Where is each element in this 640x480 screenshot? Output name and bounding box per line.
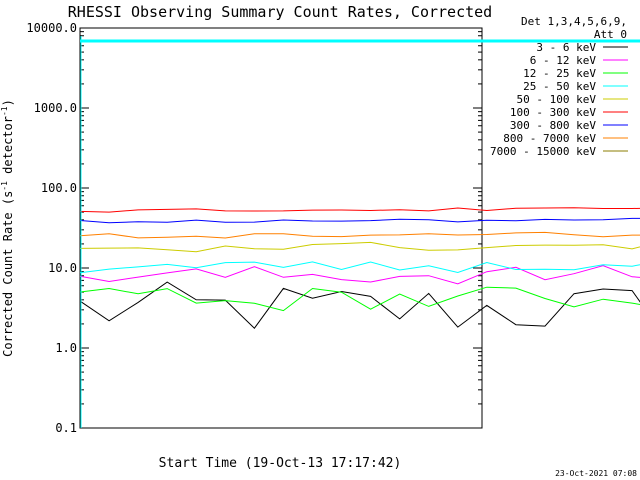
y-axis-label-sup2: -1 (0, 106, 9, 116)
legend-label: 300 - 800 keV (510, 119, 596, 132)
legend-header-line-2: Att 0 (594, 28, 627, 41)
y-tick-label: 1.0 (55, 341, 77, 355)
y-axis-label-mid: detector (1, 116, 15, 181)
mode-indicators: FN (80, 36, 640, 428)
series-line (79, 217, 640, 224)
date-stamp: 23-Oct-2021 07:08 (555, 469, 637, 478)
legend-label: 6 - 12 keV (530, 54, 597, 67)
y-tick-label: 10.0 (48, 261, 77, 275)
legend-label: 50 - 100 keV (517, 93, 597, 106)
legend-header-line-1: Det 1,3,4,5,6,9, (521, 15, 627, 28)
y-axis-ticks: 0.1 1.0 10.0 100.0 1000.0 10000.0 (26, 21, 482, 435)
series-line (79, 207, 640, 213)
y-axis-label-sup1: -1 (0, 181, 9, 191)
legend-label: 12 - 25 keV (523, 67, 596, 80)
series-line (79, 231, 640, 239)
legend-label: 25 - 50 keV (523, 80, 596, 93)
y-axis-label-end: ) (1, 99, 15, 106)
y-tick-label: 10000.0 (26, 21, 77, 35)
chart-title: RHESSI Observing Summary Count Rates, Co… (68, 3, 492, 21)
series-line (79, 286, 640, 312)
legend-label: 800 - 7000 keV (503, 132, 596, 145)
legend-label: 3 - 6 keV (536, 41, 596, 54)
y-axis-label: Corrected Count Rate (s-1 detector-1) (0, 99, 15, 357)
plot-area (79, 27, 483, 429)
y-axis-label-main: Corrected Count Rate (s (1, 191, 15, 357)
legend-label: 100 - 300 keV (510, 106, 596, 119)
legend-label: 7000 - 15000 keV (490, 145, 596, 158)
y-tick-label: 0.1 (55, 421, 77, 435)
x-axis-label: Start Time (19-Oct-13 17:17:42) (159, 456, 402, 471)
y-tick-label: 100.0 (41, 181, 77, 195)
plot-border (79, 27, 483, 429)
y-tick-label: 1000.0 (34, 101, 77, 115)
